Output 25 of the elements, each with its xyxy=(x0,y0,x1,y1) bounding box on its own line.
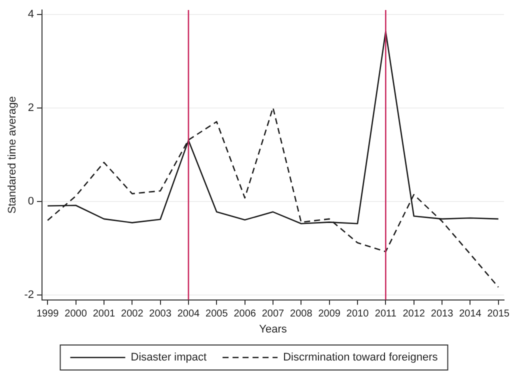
x-tick-label: 2012 xyxy=(402,308,426,320)
x-tick-label: 2011 xyxy=(374,308,397,320)
x-tick-label: 2008 xyxy=(290,308,313,320)
x-tick-label: 1999 xyxy=(36,308,60,320)
x-tick-label: 2000 xyxy=(64,308,88,320)
x-tick-label: 2014 xyxy=(459,308,482,320)
x-tick-label: 2010 xyxy=(346,308,370,320)
y-axis-title: Standared time average xyxy=(6,96,19,214)
x-tick-label: 2006 xyxy=(234,308,256,320)
x-axis-title: Years xyxy=(259,323,288,336)
y-tick-label: 4 xyxy=(28,8,34,21)
legend-label: Discrmination toward foreigners xyxy=(283,352,438,364)
x-tick-label: 2005 xyxy=(206,308,228,320)
x-tick-label: 2007 xyxy=(262,308,285,320)
x-tick-label: 2004 xyxy=(177,308,200,320)
x-tick-label: 2013 xyxy=(430,308,454,320)
y-tick-label: 0 xyxy=(28,196,34,208)
x-tick-label: 2009 xyxy=(318,308,341,320)
legend-label: Disaster impact xyxy=(130,352,207,364)
x-tick-label: 2002 xyxy=(121,308,144,320)
x-tick-label: 2001 xyxy=(92,308,116,320)
x-tick-label: 2015 xyxy=(487,308,510,320)
y-tick-label: -2 xyxy=(24,289,34,302)
y-tick-label: 2 xyxy=(28,102,34,114)
x-tick-label: 2003 xyxy=(149,308,172,320)
